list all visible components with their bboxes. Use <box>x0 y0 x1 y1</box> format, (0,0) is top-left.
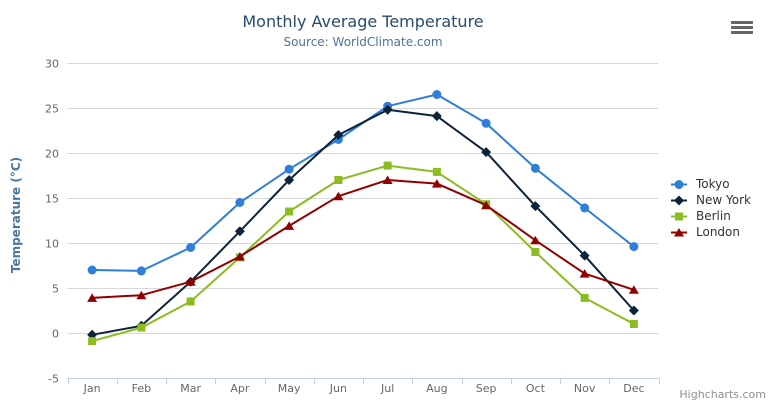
x-axis-label: Dec <box>623 382 644 395</box>
legend-marker-circle-icon <box>671 179 687 189</box>
legend-label: London <box>696 225 740 239</box>
export-menu-button[interactable] <box>731 21 755 37</box>
y-axis-label: -5 <box>48 373 59 386</box>
x-axis-label: Sep <box>476 382 497 395</box>
x-axis-label: Aug <box>426 382 447 395</box>
data-point-new-york-may[interactable] <box>284 175 295 185</box>
data-point-new-york-sep[interactable] <box>481 147 492 158</box>
y-axis-label: 10 <box>45 238 59 251</box>
series-new-york <box>87 104 639 340</box>
chart-title: Monthly Average Temperature <box>242 12 484 31</box>
x-axis-label: Jul <box>380 382 394 395</box>
data-point-london-nov[interactable] <box>579 269 590 278</box>
data-point-london-apr[interactable] <box>234 252 245 261</box>
data-point-london-may[interactable] <box>284 221 295 230</box>
x-axis-label: Apr <box>230 382 250 395</box>
legend-item-tokyo[interactable]: Tokyo <box>671 176 751 192</box>
data-point-berlin-mar[interactable] <box>186 297 195 306</box>
data-point-berlin-may[interactable] <box>285 207 294 216</box>
data-point-berlin-jan[interactable] <box>88 337 97 346</box>
data-point-london-dec[interactable] <box>628 285 639 294</box>
data-point-london-aug[interactable] <box>431 179 442 188</box>
data-point-london-feb[interactable] <box>136 290 147 300</box>
legend: Tokyo New York Berlin London <box>671 176 751 240</box>
data-point-new-york-nov[interactable] <box>579 250 590 261</box>
data-point-london-jul[interactable] <box>382 175 393 185</box>
data-point-berlin-nov[interactable] <box>580 293 589 302</box>
legend-label: New York <box>696 193 751 207</box>
data-point-tokyo-dec[interactable] <box>629 242 639 252</box>
legend-label: Berlin <box>696 209 731 223</box>
data-point-tokyo-aug[interactable] <box>432 90 442 99</box>
legend-item-berlin[interactable]: Berlin <box>671 208 751 224</box>
data-point-new-york-jun[interactable] <box>333 130 344 140</box>
data-point-tokyo-nov[interactable] <box>580 203 590 213</box>
series-line-new-york[interactable] <box>91 108 635 336</box>
data-point-london-mar[interactable] <box>185 277 196 286</box>
series-line-tokyo[interactable] <box>91 93 635 272</box>
x-axis-label: Nov <box>574 382 596 395</box>
data-point-new-york-oct[interactable] <box>530 201 541 212</box>
legend-marker-triangle-icon <box>671 227 687 236</box>
legend-marker-square <box>675 212 683 220</box>
legend-marker-diamond-icon <box>671 195 687 205</box>
data-point-berlin-dec[interactable] <box>629 320 638 328</box>
y-axis-label: 5 <box>52 283 59 296</box>
y-axis-label: 20 <box>45 148 59 161</box>
data-point-london-sep[interactable] <box>481 200 492 210</box>
data-point-berlin-jul[interactable] <box>383 161 392 170</box>
legend-item-london[interactable]: London <box>671 224 751 240</box>
data-point-tokyo-sep[interactable] <box>481 118 491 128</box>
data-point-new-york-apr[interactable] <box>234 226 245 237</box>
data-point-berlin-feb[interactable] <box>137 323 146 332</box>
y-axis-label: 30 <box>45 58 59 71</box>
hamburger-icon <box>731 21 755 34</box>
data-point-tokyo-apr[interactable] <box>235 198 245 207</box>
credits-link[interactable]: Highcharts.com <box>679 388 766 401</box>
data-point-new-york-jul[interactable] <box>382 104 393 115</box>
x-axis-label: Jan <box>83 382 101 395</box>
data-point-london-oct[interactable] <box>530 235 541 245</box>
series-tokyo <box>87 90 639 276</box>
legend-label: Tokyo <box>696 177 730 191</box>
x-axis-label: Jun <box>329 382 347 395</box>
data-point-tokyo-may[interactable] <box>284 164 294 174</box>
x-axis-label: Mar <box>180 382 201 395</box>
legend-marker-square-icon <box>671 212 687 220</box>
series-line-berlin[interactable] <box>91 164 635 343</box>
legend-marker-circle <box>674 179 684 189</box>
data-point-tokyo-oct[interactable] <box>530 163 540 173</box>
data-point-tokyo-jan[interactable] <box>87 265 97 275</box>
x-axis-label: May <box>278 382 301 395</box>
chart-subtitle: Source: WorldClimate.com <box>283 35 443 49</box>
data-point-tokyo-mar[interactable] <box>186 243 196 252</box>
series-line-london[interactable] <box>91 179 635 299</box>
data-point-berlin-oct[interactable] <box>531 248 540 256</box>
data-point-tokyo-feb[interactable] <box>136 266 146 276</box>
y-axis-title: Temperature (°C) <box>9 157 23 273</box>
y-axis-label: 0 <box>52 328 59 341</box>
data-point-london-jun[interactable] <box>333 191 344 201</box>
data-point-berlin-aug[interactable] <box>432 167 441 176</box>
x-axis-label: Feb <box>132 382 151 395</box>
data-point-berlin-jun[interactable] <box>334 176 343 184</box>
legend-marker-diamond <box>674 195 684 205</box>
y-axis-label: 15 <box>45 193 59 206</box>
y-axis-label: 25 <box>45 103 59 116</box>
legend-marker-triangle <box>674 227 684 236</box>
series-london <box>87 175 639 302</box>
legend-item-new-york[interactable]: New York <box>671 192 751 208</box>
data-point-london-jan[interactable] <box>87 293 98 302</box>
x-axis-label: Oct <box>526 382 546 395</box>
data-point-new-york-dec[interactable] <box>628 305 639 316</box>
data-point-new-york-aug[interactable] <box>431 111 442 122</box>
